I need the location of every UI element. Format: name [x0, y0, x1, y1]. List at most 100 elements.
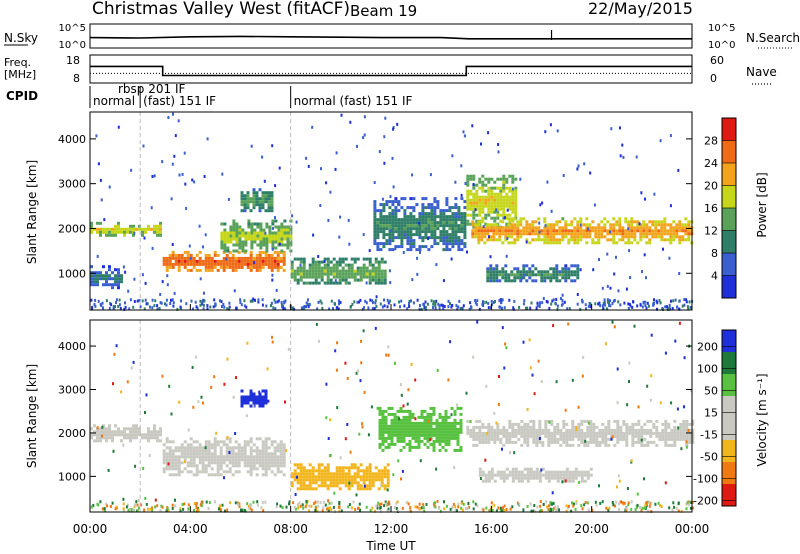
velocity-panel — [89, 319, 693, 513]
data-cell — [628, 431, 632, 435]
data-cell — [234, 452, 238, 456]
data-cell — [377, 475, 381, 479]
data-cell — [454, 230, 458, 234]
data-cell — [267, 455, 271, 459]
noise-cell — [649, 398, 652, 402]
data-cell — [332, 272, 336, 276]
data-cell — [472, 186, 476, 190]
data-cell — [568, 437, 572, 441]
data-cell — [651, 232, 655, 236]
noise-cell — [536, 301, 539, 305]
data-cell — [543, 241, 547, 245]
data-cell — [480, 220, 484, 224]
data-cell — [156, 230, 159, 234]
data-cell — [255, 191, 259, 195]
data-cell — [657, 223, 661, 227]
noise-cell — [101, 507, 104, 511]
noise-cell — [133, 505, 136, 509]
data-cell — [368, 278, 372, 282]
data-cell — [472, 437, 476, 441]
data-cell — [568, 428, 572, 432]
data-cell — [555, 264, 559, 268]
data-cell — [414, 433, 418, 437]
data-cell — [573, 273, 577, 277]
noise-cell — [468, 307, 471, 311]
data-cell — [619, 425, 623, 429]
data-cell — [244, 231, 248, 235]
noise-cell — [95, 134, 98, 138]
noise-cell — [99, 303, 102, 306]
data-cell — [220, 234, 224, 238]
noise-cell — [261, 500, 264, 504]
data-cell — [308, 463, 312, 467]
noise-cell — [181, 172, 184, 176]
noise-cell — [503, 504, 506, 508]
noise-cell — [469, 301, 472, 305]
colorbar-tick-label: 24 — [704, 157, 718, 170]
data-cell — [442, 230, 446, 234]
data-cell — [559, 473, 563, 477]
data-cell — [114, 233, 117, 237]
data-cell — [237, 449, 241, 453]
nsky-line — [89, 35, 692, 40]
data-cell — [595, 437, 599, 441]
noise-cell — [171, 162, 174, 166]
data-cell — [308, 469, 312, 473]
noise-cell — [420, 506, 423, 510]
noise-cell — [260, 506, 263, 510]
data-cell — [376, 230, 380, 234]
noise-cell — [215, 431, 218, 435]
data-cell — [216, 440, 220, 444]
data-cell — [150, 227, 153, 231]
noise-cell — [167, 462, 170, 466]
data-cell — [565, 428, 569, 432]
noise-cell — [180, 299, 182, 303]
data-cell — [682, 431, 686, 435]
data-cell — [189, 464, 193, 468]
noise-cell — [429, 173, 432, 177]
data-cell — [519, 273, 523, 277]
data-cell — [273, 265, 277, 269]
data-cell — [258, 464, 262, 468]
data-cell — [90, 280, 93, 284]
data-cell — [502, 425, 506, 429]
data-cell — [240, 458, 244, 462]
data-cell — [105, 427, 108, 431]
noise-cell — [538, 221, 541, 225]
data-cell — [274, 225, 278, 229]
data-cell — [237, 452, 241, 456]
noise-cell — [206, 304, 209, 308]
noise-cell — [675, 506, 678, 510]
data-cell — [535, 440, 539, 444]
data-cell — [93, 227, 96, 231]
noise-cell — [225, 257, 228, 261]
data-cell — [558, 279, 562, 283]
noise-cell — [466, 507, 469, 511]
data-cell — [541, 431, 545, 435]
data-cell — [189, 443, 193, 447]
data-cell — [450, 406, 454, 410]
data-cell — [394, 212, 398, 216]
data-cell — [427, 215, 431, 219]
data-cell — [639, 235, 643, 239]
data-cell — [556, 479, 560, 483]
data-cell — [299, 472, 303, 476]
noise-cell — [130, 168, 133, 172]
data-cell — [277, 231, 281, 235]
data-cell — [511, 177, 515, 181]
data-cell — [493, 479, 497, 483]
x-tick-label: 04:00 — [173, 522, 208, 536]
data-cell — [660, 229, 664, 233]
data-cell — [570, 238, 574, 242]
noise-cell — [145, 302, 148, 306]
data-cell — [90, 271, 93, 275]
data-cell — [249, 449, 253, 453]
data-cell — [546, 273, 550, 277]
data-cell — [472, 177, 476, 181]
data-cell — [402, 427, 406, 431]
data-cell — [261, 443, 265, 447]
data-cell — [317, 263, 321, 267]
data-cell — [526, 422, 530, 426]
noise-cell — [495, 509, 498, 513]
data-cell — [535, 437, 539, 441]
